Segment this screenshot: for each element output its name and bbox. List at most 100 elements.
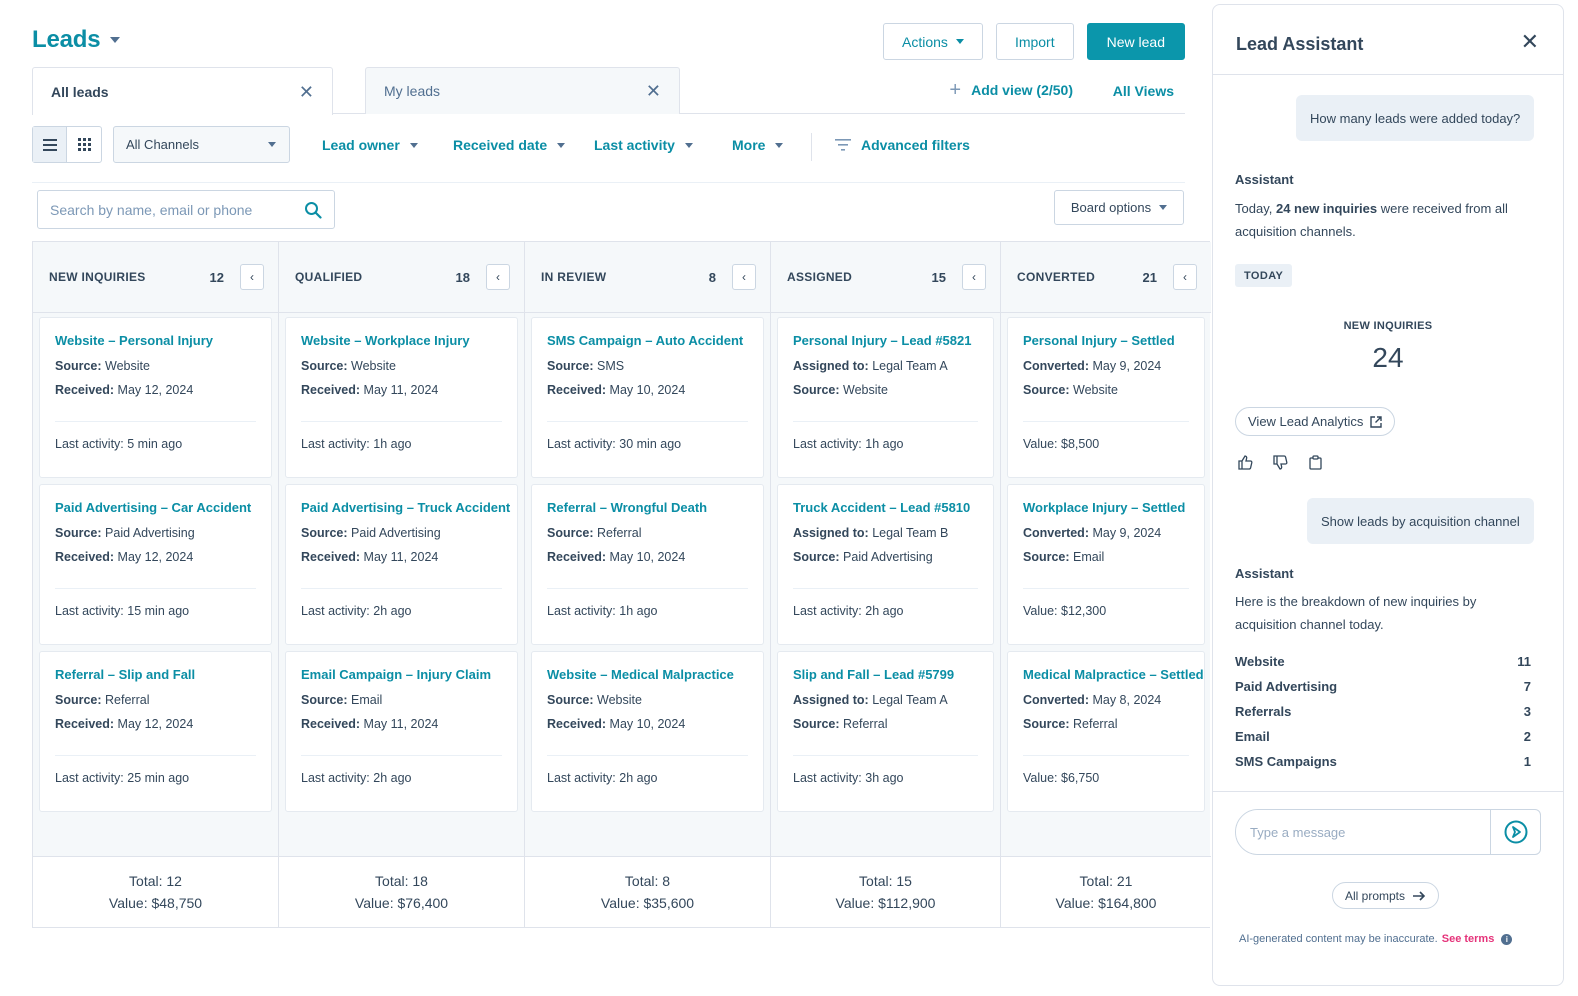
list-view-button[interactable]	[33, 127, 67, 162]
lead-card[interactable]: Referral – Wrongful Death Source: Referr…	[531, 484, 764, 645]
lead-card[interactable]: Paid Advertising – Car Accident Source: …	[39, 484, 272, 645]
add-view-button[interactable]: + Add view (2/50)	[949, 80, 1073, 100]
lead-card-title[interactable]: Email Campaign – Injury Claim	[301, 667, 491, 682]
lead-card-title[interactable]: Personal Injury – Settled	[1023, 333, 1175, 348]
see-terms-link[interactable]: See terms	[1441, 933, 1495, 945]
close-icon[interactable]: ✕	[645, 81, 661, 101]
board-options-button[interactable]: Board options	[1054, 190, 1184, 225]
assistant-message: Today, 24 new inquiries were received fr…	[1235, 197, 1525, 243]
advanced-filters-button[interactable]: Advanced filters	[835, 137, 970, 153]
lead-card-title[interactable]: Website – Workplace Injury	[301, 333, 470, 348]
collapse-column-button[interactable]: ‹	[1173, 264, 1197, 290]
all-views-link[interactable]: All Views	[1112, 83, 1174, 99]
lead-card[interactable]: Email Campaign – Injury Claim Source: Em…	[285, 651, 518, 812]
more-filter[interactable]: More	[732, 137, 784, 153]
lead-card-title[interactable]: Paid Advertising – Car Accident	[55, 500, 252, 515]
close-icon[interactable]: ✕	[1520, 29, 1539, 54]
view-tabs: All leads ✕ My leads ✕ + Add view (2/50)…	[32, 67, 1185, 115]
field-value: Referral	[1073, 717, 1118, 731]
assistant-label: Assistant	[1235, 172, 1294, 187]
lead-card-field: Received: May 11, 2024	[301, 550, 502, 564]
field-value: SMS	[597, 359, 625, 373]
new-lead-button[interactable]: New lead	[1086, 23, 1185, 60]
field-value: May 10, 2024	[609, 717, 686, 731]
info-icon[interactable]: i	[1501, 933, 1513, 945]
lead-card[interactable]: Website – Medical Malpractice Source: We…	[531, 651, 764, 812]
lead-card-title[interactable]: Website – Medical Malpractice	[547, 667, 734, 682]
lead-card-title[interactable]: SMS Campaign – Auto Accident	[547, 333, 744, 348]
board-options-label: Board options	[1070, 200, 1152, 215]
collapse-column-button[interactable]: ‹	[732, 264, 756, 290]
send-button[interactable]	[1490, 810, 1540, 854]
tab-my-leads[interactable]: My leads ✕	[365, 67, 680, 114]
lead-card[interactable]: Website – Personal Injury Source: Websit…	[39, 317, 272, 478]
collapse-column-button[interactable]: ‹	[240, 264, 264, 290]
lead-card-title[interactable]: Referral – Wrongful Death	[547, 500, 708, 515]
lead-card-title[interactable]: Truck Accident – Lead #5810	[793, 500, 971, 515]
message-input[interactable]	[1236, 810, 1490, 854]
divider	[301, 588, 502, 589]
field-label: Source:	[1023, 550, 1070, 564]
ai-disclaimer: AI-generated content may be inaccurate. …	[1239, 933, 1513, 945]
lead-card-title[interactable]: Referral – Slip and Fall	[55, 667, 196, 682]
caret-down-icon	[955, 39, 964, 44]
field-label: Received:	[301, 383, 361, 397]
all-prompts-button[interactable]: All prompts	[1332, 882, 1440, 909]
lead-card[interactable]: Personal Injury – Settled Converted: May…	[1007, 317, 1205, 478]
lead-card[interactable]: Truck Accident – Lead #5810 Assigned to:…	[777, 484, 994, 645]
lead-card-title[interactable]: Slip and Fall – Lead #5799	[793, 667, 955, 682]
copy-icon[interactable]	[1309, 455, 1322, 470]
lead-card-title[interactable]: Website – Personal Injury	[55, 333, 213, 348]
actions-label: Actions	[902, 33, 948, 50]
thumbs-up-icon[interactable]	[1238, 455, 1253, 470]
lead-card-activity: Value: $6,750	[1023, 771, 1100, 785]
close-icon[interactable]: ✕	[298, 81, 314, 102]
tab-label: My leads	[384, 83, 441, 99]
search-input[interactable]	[50, 201, 304, 218]
import-button[interactable]: Import	[995, 23, 1074, 60]
new-lead-label: New lead	[1106, 33, 1165, 50]
lead-card-title[interactable]: Workplace Injury – Settled	[1023, 500, 1186, 515]
lead-owner-filter[interactable]: Lead owner	[322, 137, 418, 153]
filter-label: Last activity	[594, 137, 675, 153]
lead-card-field: Source: Website	[55, 359, 256, 373]
page-title-dropdown[interactable]: Leads	[32, 26, 121, 54]
lead-card[interactable]: Paid Advertising – Truck Accident Source…	[285, 484, 518, 645]
lead-card-field: Source: Email	[301, 693, 502, 707]
chevron-left-icon: ‹	[972, 270, 976, 284]
column-count: 8	[708, 269, 716, 285]
lead-card-title[interactable]: Personal Injury – Lead #5821	[793, 333, 972, 348]
lead-card-title[interactable]: Medical Malpractice – Settled	[1023, 667, 1204, 682]
lead-card-activity: Last activity: 25 min ago	[55, 771, 190, 785]
view-lead-analytics-button[interactable]: View Lead Analytics	[1235, 407, 1396, 436]
search-icon[interactable]	[304, 201, 322, 219]
board-view-button[interactable]	[67, 127, 101, 162]
field-label: Received:	[55, 550, 115, 564]
lead-card[interactable]: Personal Injury – Lead #5821 Assigned to…	[777, 317, 994, 478]
lead-card-field: Source: Website	[301, 359, 502, 373]
lead-card[interactable]: Slip and Fall – Lead #5799 Assigned to: …	[777, 651, 994, 812]
thumbs-down-icon[interactable]	[1273, 455, 1288, 470]
channels-select[interactable]: All Channels	[113, 126, 290, 163]
lead-card-activity: Last activity: 3h ago	[793, 771, 904, 785]
lead-card-field: Received: May 12, 2024	[55, 383, 256, 397]
lead-card[interactable]: Website – Workplace Injury Source: Websi…	[285, 317, 518, 478]
collapse-column-button[interactable]: ‹	[486, 264, 510, 290]
actions-button[interactable]: Actions	[883, 23, 983, 60]
lead-card[interactable]: Referral – Slip and Fall Source: Referra…	[39, 651, 272, 812]
lead-card[interactable]: Medical Malpractice – Settled Converted:…	[1007, 651, 1205, 812]
field-label: Assigned to:	[793, 359, 869, 373]
column-count: 21	[1142, 269, 1157, 285]
field-label: Received:	[55, 717, 115, 731]
card-list: Website – Workplace Injury Source: Websi…	[279, 313, 524, 812]
lead-card[interactable]: SMS Campaign – Auto Accident Source: SMS…	[531, 317, 764, 478]
received-date-filter[interactable]: Received date	[453, 137, 566, 153]
last-activity-filter[interactable]: Last activity	[594, 137, 693, 153]
collapse-column-button[interactable]: ‹	[962, 264, 986, 290]
column-name: CONVERTED	[1017, 270, 1096, 284]
lead-card-field: Source: Paid Advertising	[301, 526, 502, 540]
tab-all-leads[interactable]: All leads ✕	[32, 67, 333, 115]
lead-card[interactable]: Workplace Injury – Settled Converted: Ma…	[1007, 484, 1205, 645]
leads-main: Leads Actions Import New lead All leads …	[32, 23, 1211, 928]
lead-card-title[interactable]: Paid Advertising – Truck Accident	[301, 500, 511, 515]
